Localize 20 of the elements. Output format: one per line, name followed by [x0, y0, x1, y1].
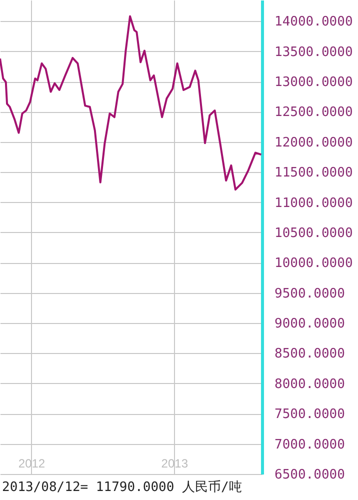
x-tick-label: 2013	[161, 456, 188, 470]
x-tick-label: 2012	[18, 456, 46, 470]
y-tick-label: 11500.0000	[274, 166, 353, 181]
y-tick-label: 11000.0000	[274, 196, 353, 211]
y-tick-label: 8000.0000	[274, 376, 345, 392]
y-tick-label: 7500.0000	[274, 407, 345, 422]
y-tick-label: 8500.0000	[274, 346, 345, 362]
y-tick-label: 13500.0000	[274, 44, 353, 60]
y-tick-label: 12500.0000	[274, 105, 353, 120]
y-tick-label: 9500.0000	[274, 286, 345, 302]
y-tick-label: 9000.0000	[274, 316, 345, 332]
y-tick-label: 6500.0000	[274, 468, 345, 482]
y-tick-label: 13000.0000	[274, 75, 353, 90]
line-series	[0, 15, 262, 191]
y-tick-label: 10000.0000	[274, 256, 353, 272]
y-tick-label: 7000.0000	[274, 437, 345, 452]
y-tick-label: 12000.0000	[274, 135, 353, 150]
y-tick-label: 10500.0000	[274, 226, 353, 241]
y-tick-label: 14000.0000	[274, 14, 353, 30]
text: 2013/08/12= 11790.0000 人民币/吨	[2, 479, 242, 496]
